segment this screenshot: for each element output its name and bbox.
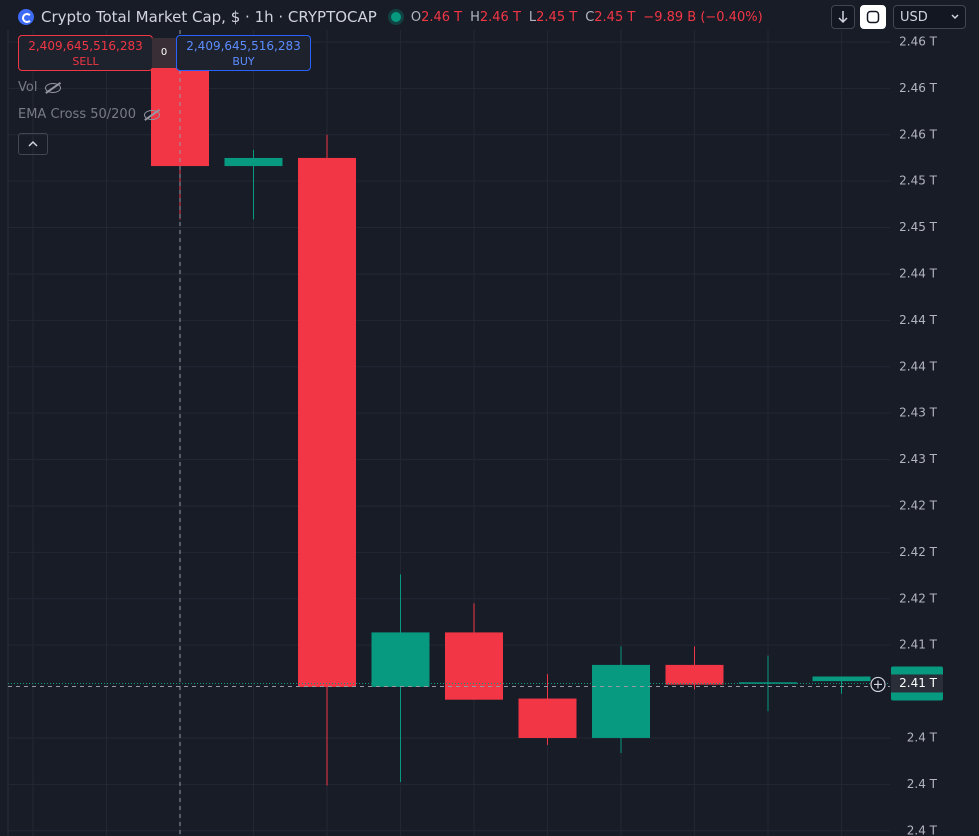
symbol-icon	[18, 9, 34, 25]
sell-button[interactable]: 2,409,645,516,283 SELL	[18, 35, 153, 71]
currency-select[interactable]: USD	[893, 5, 966, 29]
candle-body	[665, 664, 724, 685]
ohlc-value: 2.45 T	[536, 9, 578, 25]
ohlc-key: C	[585, 9, 595, 25]
sell-price: 2,409,645,516,283	[28, 39, 143, 53]
y-tick-label: 2.45 T	[899, 174, 938, 188]
market-status	[390, 12, 401, 22]
ohlc-value: 2.46 T	[479, 9, 521, 25]
collapse-button[interactable]	[18, 133, 48, 155]
candle-body	[224, 157, 283, 167]
buy-button[interactable]: 2,409,645,516,283 BUY	[176, 35, 311, 71]
y-tick-label: 2.46 T	[899, 34, 938, 48]
chevron-up-icon	[28, 140, 38, 147]
y-tick-label: 2.4 T	[907, 777, 938, 791]
visibility-icon[interactable]	[45, 82, 62, 93]
sell-label: SELL	[72, 55, 99, 68]
plus-icon	[874, 680, 882, 689]
candle-body	[371, 632, 430, 687]
y-tick-label: 2.43 T	[899, 452, 938, 466]
fullscreen-button[interactable]	[860, 5, 886, 29]
spread: 0	[152, 38, 176, 68]
y-tick-label: 2.46 T	[899, 127, 938, 141]
candle-body	[298, 157, 356, 687]
y-tick-label: 2.43 T	[899, 406, 938, 420]
y-tick-label: 2.42 T	[899, 498, 938, 512]
y-tick-label: 2.44 T	[899, 359, 938, 373]
symbol-title[interactable]: Crypto Total Market Cap, $ · 1h · CRYPTO…	[41, 8, 377, 26]
indicator-name: EMA Cross 50/200	[18, 107, 136, 122]
ohlc-key: H	[470, 9, 480, 25]
last-price-label: 2.41 T	[899, 676, 938, 690]
candle-body	[518, 698, 577, 738]
indicator-name: Vol	[18, 80, 38, 95]
crosshair-price-badge	[891, 674, 943, 693]
square-icon	[866, 10, 880, 24]
y-tick-label: 2.45 T	[899, 220, 938, 234]
visibility-icon[interactable]	[143, 109, 160, 120]
y-tick-label: 2.41 T	[899, 638, 938, 652]
candle-body	[812, 676, 871, 682]
y-tick-label: 2.4 T	[907, 730, 938, 744]
buy-label: BUY	[232, 55, 255, 68]
y-tick-label: 2.44 T	[899, 313, 938, 327]
ohlc-key: L	[528, 9, 537, 25]
ohlc-value: 2.45 T	[594, 9, 636, 25]
indicator[interactable]: EMA Cross 50/200	[18, 107, 160, 122]
ohlc-legend: O2.46 T H2.46 T L2.45 T C2.45 T −9.89 B …	[411, 10, 763, 25]
y-tick-label: 2.42 T	[899, 545, 938, 559]
currency-label: USD	[900, 9, 928, 25]
candles	[151, 53, 871, 786]
indicator[interactable]: Vol	[18, 80, 62, 95]
y-tick-label: 2.44 T	[899, 266, 938, 280]
header: Crypto Total Market Cap, $ · 1h · CRYPTO…	[18, 6, 763, 28]
candle-body	[445, 632, 503, 700]
ohlc-value: 2.46 T	[421, 9, 463, 25]
y-tick-label: 2.4 T	[907, 823, 938, 836]
y-tick-label: 2.42 T	[899, 591, 938, 605]
ohlc-change: −9.89 B (−0.40%)	[643, 9, 763, 25]
download-button[interactable]	[831, 5, 855, 29]
buy-price: 2,409,645,516,283	[186, 39, 301, 53]
candle-body	[592, 664, 650, 738]
chevron-icon	[951, 14, 959, 20]
ohlc-key: O	[410, 9, 422, 25]
arrow-icon	[838, 11, 848, 24]
y-tick-label: 2.46 T	[899, 81, 938, 95]
